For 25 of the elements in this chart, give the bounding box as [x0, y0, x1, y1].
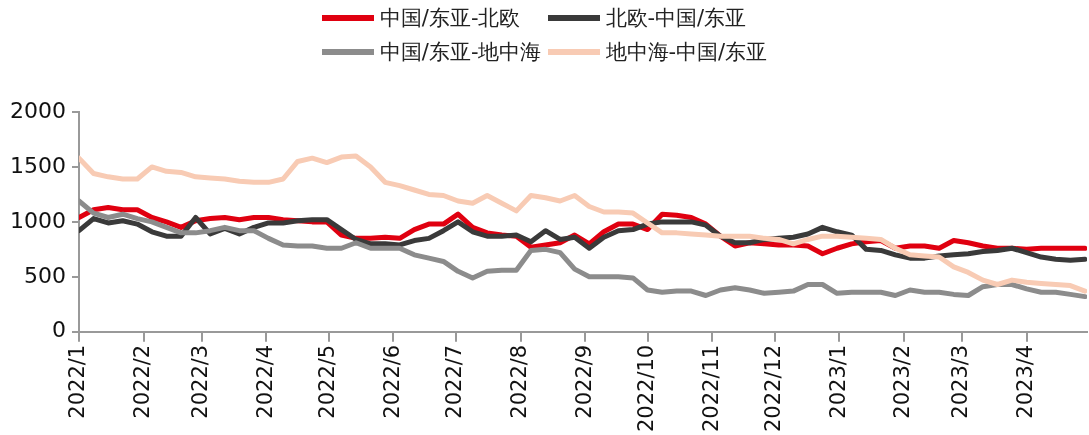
x-tick-label: 2022/8	[506, 344, 531, 419]
y-tick-label: 0	[51, 317, 66, 343]
x-tick-label: 2023/4	[1013, 344, 1038, 419]
x-tick-label: 2022/11	[698, 344, 723, 433]
x-tick-label: 2022/5	[315, 344, 340, 419]
y-tick-label: 500	[23, 262, 66, 288]
legend-label: 北欧-中国/东亚	[605, 5, 747, 32]
y-tick-label: 2000	[9, 97, 66, 123]
x-tick-label: 2022/6	[379, 344, 404, 419]
y-tick-label: 1500	[9, 152, 66, 178]
x-tick-label: 2023/3	[948, 344, 973, 419]
x-tick-label: 2022/4	[252, 344, 277, 419]
y-tick-label: 1000	[9, 207, 66, 233]
x-tick-label: 2022/10	[634, 344, 659, 433]
x-tick-label: 2022/12	[761, 344, 786, 433]
legend-label: 中国/东亚-北欧	[379, 5, 521, 32]
x-tick-label: 2023/2	[890, 344, 915, 419]
x-tick-label: 2022/2	[130, 344, 154, 419]
x-tick-label: 2022/9	[571, 344, 596, 419]
x-tick-label: 2022/7	[442, 344, 467, 419]
x-tick-label: 2023/1	[825, 344, 850, 419]
legend-label: 中国/东亚-地中海	[379, 39, 542, 66]
x-tick-label: 2022/3	[188, 344, 213, 419]
legend-label: 地中海-中国/东亚	[605, 39, 768, 66]
x-tick-label: 2022/1	[65, 344, 90, 419]
